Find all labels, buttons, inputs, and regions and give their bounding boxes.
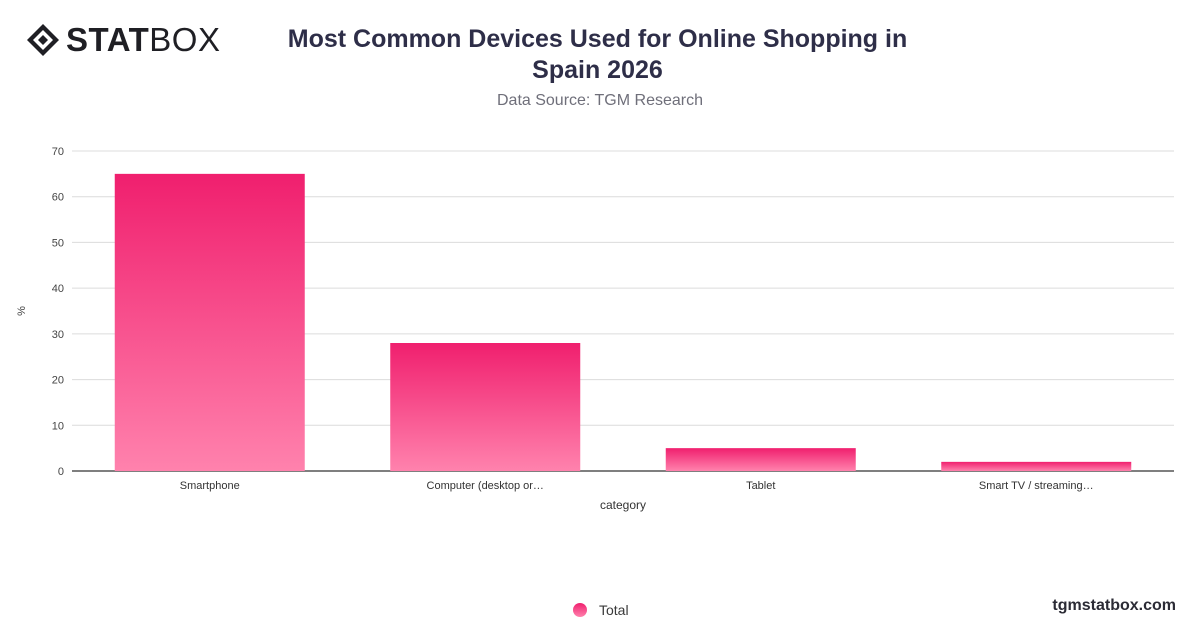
bar-2[interactable] <box>665 448 856 471</box>
statbox-diamond-icon <box>27 24 59 56</box>
chart-title: Most Common Devices Used for Online Shop… <box>287 25 908 84</box>
legend[interactable]: Total <box>573 602 629 618</box>
logo-word-light: BOX <box>149 21 221 58</box>
y-tick-label: 40 <box>52 283 64 295</box>
y-tick-label: 60 <box>52 192 64 204</box>
legend-swatch-total <box>573 603 587 617</box>
x-tick-label: Tablet <box>746 480 775 492</box>
logo-word-strong: STAT <box>66 21 150 58</box>
x-tick-label: Smartphone <box>180 480 240 492</box>
y-tick-label: 0 <box>58 466 64 478</box>
y-tick-label: 70 <box>52 146 64 158</box>
y-axis-label: % <box>16 306 28 316</box>
x-axis-label: category <box>600 498 646 512</box>
chart-subtitle: Data Source: TGM Research <box>496 92 703 109</box>
bar-1[interactable] <box>390 343 581 471</box>
brand-logo: STATBOX <box>26 22 220 58</box>
bar-3[interactable] <box>941 461 1132 471</box>
y-tick-label: 20 <box>52 375 64 387</box>
x-tick-label: Smart TV / streaming… <box>979 480 1094 492</box>
y-tick-label: 50 <box>52 237 64 249</box>
x-tick-label: Computer (desktop or… <box>427 480 544 492</box>
y-tick-label: 10 <box>52 420 64 432</box>
x-axis-ticks: Smartphone Computer (desktop or… Tablet Sma… <box>180 480 1094 492</box>
logo-wordmark: STATBOX <box>66 22 220 58</box>
bar-0[interactable] <box>114 173 305 471</box>
website-credit: tgmstatbox.com <box>1052 597 1176 614</box>
y-axis-ticks: 0 10 20 30 40 50 60 70 <box>52 146 64 478</box>
bars <box>114 173 1132 471</box>
legend-label-total: Total <box>599 602 629 618</box>
y-tick-label: 30 <box>52 329 64 341</box>
